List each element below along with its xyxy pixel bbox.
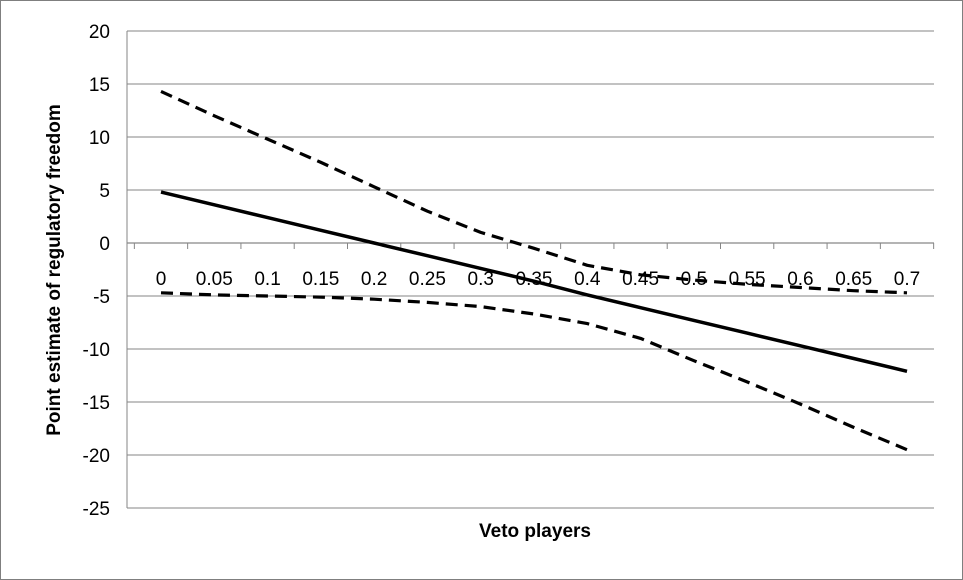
y-tick-label: -25	[83, 499, 110, 520]
y-tick-label: 20	[89, 22, 110, 43]
y-axis-ticks: 20 15 10 5 0 -5 -10 -15 -20 -25	[83, 22, 110, 520]
x-tick-label: 0.65	[835, 269, 872, 290]
x-tick-label: 0.05	[196, 269, 233, 290]
y-axis-title: Point estimate of regulatory freedom	[44, 104, 65, 436]
x-tick-label: 0.55	[729, 269, 766, 290]
x-tick-label: 0.7	[894, 269, 920, 290]
y-tick-label: -15	[83, 393, 110, 414]
series-line-upper-bound	[161, 91, 907, 292]
y-tick-label: 15	[89, 75, 110, 96]
x-tick-label: 0.15	[302, 269, 339, 290]
x-tick-label: 0.1	[254, 269, 280, 290]
x-tick-label: 0.2	[361, 269, 387, 290]
y-tick-label: -20	[83, 446, 110, 467]
y-tick-label: 10	[89, 128, 110, 149]
y-tick-label: 5	[99, 181, 110, 202]
x-axis: 0 0.05 0.1 0.15 0.2 0.25 0.3 0.35 0.4 0.45 0.5 0.55…	[127, 243, 934, 290]
y-tick-label: -10	[83, 340, 110, 361]
x-tick-label: 0.25	[409, 269, 446, 290]
series-line-lower-bound	[161, 293, 907, 450]
y-tick-label: -5	[93, 287, 110, 308]
x-tick-label: 0	[156, 269, 167, 290]
y-tick-label: 0	[99, 234, 110, 255]
x-tick-label: 0.4	[574, 269, 601, 290]
x-axis-title: Veto players	[479, 521, 591, 542]
